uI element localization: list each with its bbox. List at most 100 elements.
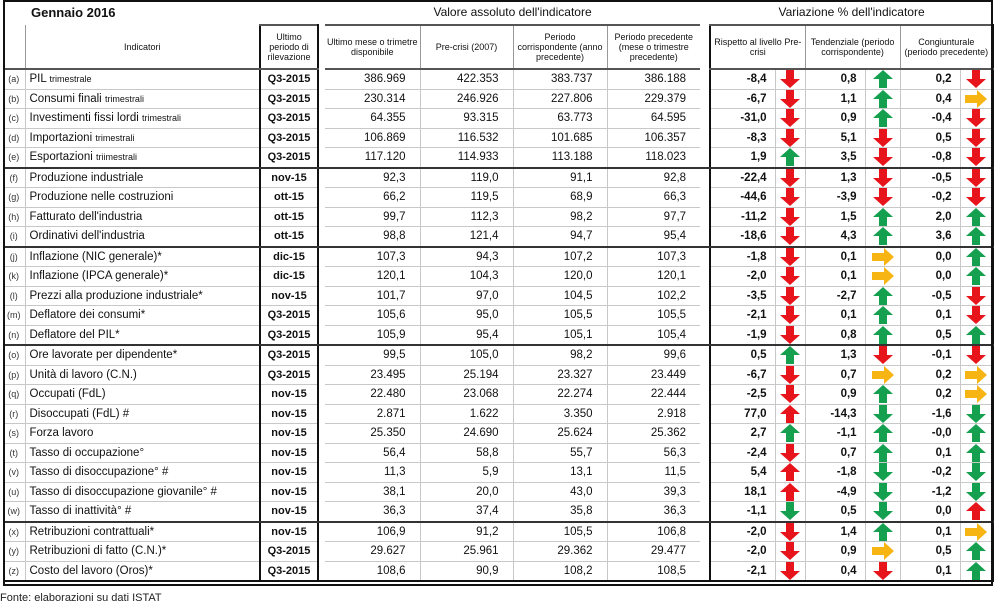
precrisis-value-cell: 90,9 [419, 561, 514, 582]
indicator-label: Unità di lavoro (C.N.) [29, 368, 137, 381]
precrisis-value-cell: 422.353 [419, 69, 514, 90]
arrow-up-green-icon [872, 109, 893, 128]
corresponding-value-cell: 55,7 [512, 443, 608, 463]
table-row: (z) Costo del lavoro (Oros)* Q3-2015 108,6… [3, 561, 995, 582]
var-precrisis-arrow [774, 345, 806, 366]
indicator-name: Investimenti fissi lordi trimestrali [24, 108, 260, 129]
var-trend-cell: 1,3 [804, 167, 866, 188]
precrisis-value-cell: 121,4 [419, 226, 514, 248]
last-value-cell: 38,1 [325, 482, 421, 502]
var-precrisis-cell: -1,9 [709, 325, 776, 346]
row-letter: (n) [3, 325, 25, 346]
row-letter: (u) [3, 482, 25, 502]
arrow-down-red-icon [872, 128, 893, 147]
row-letter: (l) [3, 286, 25, 306]
var-precrisis-cell: -2,4 [709, 443, 776, 463]
var-trend-cell: 0,5 [804, 501, 866, 523]
table-row: (o) Ore lavorate per dipendente* Q3-2015 9… [3, 345, 995, 366]
indicator-name: Disoccupati (FdL) # [24, 404, 260, 424]
arrow-down-green-icon [780, 502, 801, 520]
arrow-down-red-icon [966, 286, 987, 305]
period-cell: nov-15 [258, 501, 320, 523]
previous-value-cell: 39,3 [606, 482, 701, 502]
var-trend-arrow [864, 108, 901, 129]
arrow-up-red-icon [966, 502, 987, 520]
row-letter: (i) [3, 226, 25, 248]
previous-value-cell: 22.444 [606, 384, 701, 405]
arrow-down-red-icon [780, 286, 801, 305]
var-cycle-arrow [959, 226, 995, 248]
row-letter: (c) [3, 108, 25, 129]
arrow-down-red-icon [966, 346, 987, 364]
last-value-cell: 106,9 [325, 521, 421, 542]
indicator-name: Tasso di inattività° # [24, 501, 260, 523]
var-precrisis-arrow [774, 207, 806, 227]
var-precrisis-arrow [774, 108, 806, 129]
var-trend-cell: 0,1 [804, 266, 866, 287]
precrisis-value-cell: 24.690 [419, 423, 514, 444]
indicator-name: Esportazioni triimestrali [24, 147, 260, 169]
var-trend-arrow [864, 384, 901, 405]
table-row: (u) Tasso di disoccupazione giovanile° # … [3, 482, 995, 502]
var-precrisis-cell: -8,4 [709, 69, 776, 90]
col-header-var-trend: Tendenziale (periodo corrispondente) [804, 24, 901, 70]
previous-value-cell: 25.362 [606, 423, 701, 444]
var-cycle-arrow [959, 167, 995, 188]
row-letter: (r) [3, 404, 25, 424]
last-value-cell: 22.480 [325, 384, 421, 405]
row-letter: (f) [3, 167, 25, 188]
period-cell: Q3-2015 [258, 89, 320, 109]
arrow-up-green-icon [872, 89, 893, 108]
corresponding-value-cell: 23.327 [512, 365, 608, 385]
arrow-down-red-icon [780, 522, 801, 541]
indicator-name: Tasso di disoccupazione° # [24, 462, 260, 483]
corresponding-value-cell: 105,5 [512, 521, 608, 542]
corresponding-value-cell: 104,5 [512, 286, 608, 306]
previous-value-cell: 64.595 [606, 108, 701, 129]
var-trend-arrow [864, 345, 901, 366]
precrisis-value-cell: 97,0 [419, 286, 514, 306]
var-trend-cell: -14,3 [804, 404, 866, 424]
precrisis-value-cell: 112,3 [419, 207, 514, 227]
var-cycle-cell: 0,2 [899, 384, 961, 405]
indicator-name: Produzione nelle costruzioni [24, 187, 260, 208]
arrow-up-red-icon [780, 482, 801, 501]
precrisis-value-cell: 23.068 [419, 384, 514, 405]
var-cycle-arrow [959, 443, 995, 463]
arrow-down-red-icon [872, 148, 893, 166]
var-cycle-cell: -1,2 [899, 482, 961, 502]
period-cell: Q3-2015 [258, 325, 320, 346]
var-precrisis-cell: -2,1 [709, 305, 776, 326]
table-row: (v) Tasso di disoccupazione° # nov-15 11,3… [3, 462, 995, 483]
last-value-cell: 108,6 [325, 561, 421, 582]
indicator-name: Ordinativi dell'industria [24, 226, 260, 248]
indicator-name: Unità di lavoro (C.N.) [24, 365, 260, 385]
arrow-down-red-icon [966, 70, 987, 88]
var-cycle-arrow [959, 108, 995, 129]
indicator-label: Inflazione (IPCA generale)* [29, 270, 169, 283]
period-cell: Q3-2015 [258, 345, 320, 366]
corresponding-value-cell: 35,8 [512, 501, 608, 523]
var-trend-cell: 3,5 [804, 147, 866, 169]
arrow-down-red-icon [872, 561, 893, 579]
precrisis-value-cell: 114.933 [419, 147, 514, 169]
period-cell: dic-15 [258, 266, 320, 287]
indicator-name: Occupati (FdL) [24, 384, 260, 405]
var-precrisis-cell: -2,0 [709, 521, 776, 542]
indicator-label: Importazioni [29, 131, 93, 144]
var-trend-cell: 4,3 [804, 226, 866, 248]
corresponding-value-cell: 68,9 [512, 187, 608, 208]
var-trend-cell: 1,5 [804, 207, 866, 227]
row-letter: (h) [3, 207, 25, 227]
indicator-name: Ore lavorate per dipendente* [24, 345, 260, 366]
col-header-precrisis: Pre-crisi (2007) [419, 24, 514, 70]
var-precrisis-arrow [774, 286, 806, 306]
row-letter: (x) [3, 521, 25, 542]
var-precrisis-cell: 2,7 [709, 423, 776, 444]
last-value-cell: 98,8 [325, 226, 421, 248]
row-letter: (s) [3, 423, 25, 444]
var-precrisis-cell: -3,5 [709, 286, 776, 306]
var-trend-cell: 0,8 [804, 325, 866, 346]
corresponding-value-cell: 94,7 [512, 226, 608, 248]
period-cell: Q3-2015 [258, 147, 320, 169]
